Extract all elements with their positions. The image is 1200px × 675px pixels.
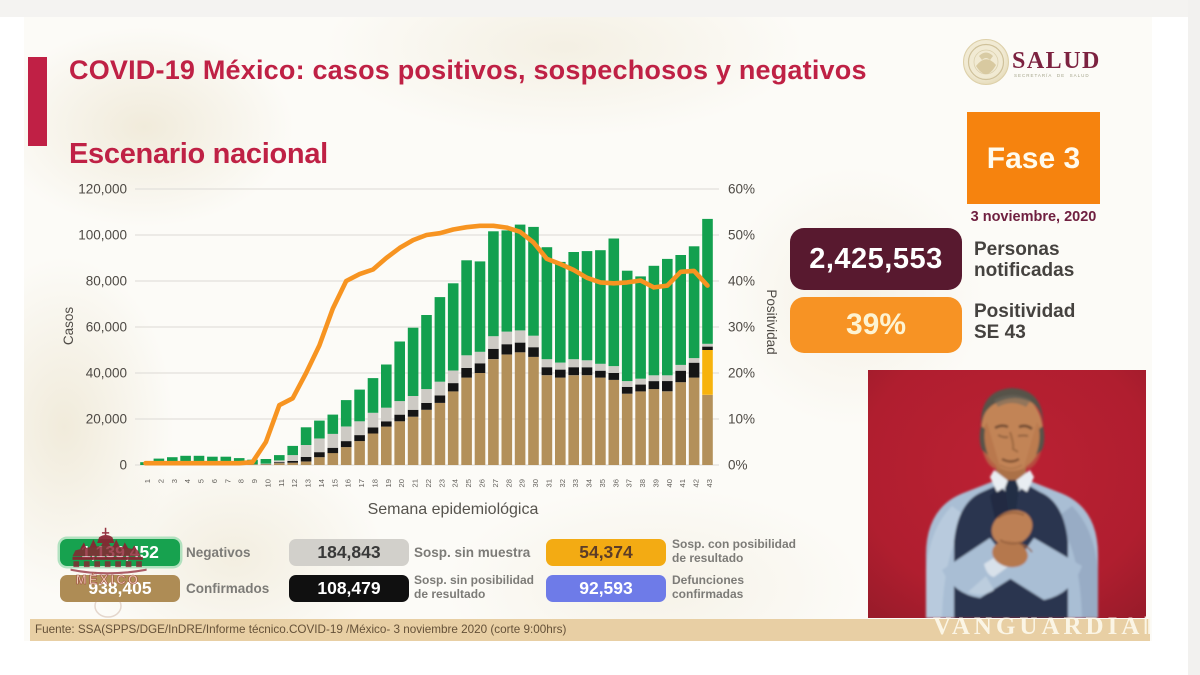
svg-text:21: 21 bbox=[411, 479, 420, 487]
svg-text:20: 20 bbox=[397, 479, 406, 487]
svg-text:18: 18 bbox=[371, 479, 380, 487]
svg-text:28: 28 bbox=[504, 479, 513, 487]
svg-text:34: 34 bbox=[585, 479, 594, 487]
svg-text:20,000: 20,000 bbox=[86, 412, 127, 427]
svg-text:38: 38 bbox=[638, 479, 647, 487]
svg-text:9: 9 bbox=[250, 479, 259, 483]
svg-text:8: 8 bbox=[237, 479, 246, 483]
svg-text:60%: 60% bbox=[728, 182, 755, 197]
svg-text:40: 40 bbox=[665, 479, 674, 487]
svg-text:20%: 20% bbox=[728, 366, 755, 381]
svg-text:33: 33 bbox=[571, 479, 580, 487]
svg-text:22: 22 bbox=[424, 479, 433, 487]
svg-text:5: 5 bbox=[197, 479, 206, 483]
svg-text:12: 12 bbox=[290, 479, 299, 487]
svg-text:11: 11 bbox=[277, 479, 286, 487]
svg-text:32: 32 bbox=[558, 479, 567, 487]
svg-text:27: 27 bbox=[491, 479, 500, 487]
svg-text:43: 43 bbox=[705, 479, 714, 487]
svg-text:0%: 0% bbox=[728, 458, 748, 473]
svg-text:42: 42 bbox=[692, 479, 701, 487]
svg-text:6: 6 bbox=[210, 479, 219, 483]
svg-text:100,000: 100,000 bbox=[78, 228, 127, 243]
svg-text:30%: 30% bbox=[728, 320, 755, 335]
svg-text:15: 15 bbox=[330, 479, 339, 487]
svg-text:Casos: Casos bbox=[61, 307, 76, 346]
svg-text:80,000: 80,000 bbox=[86, 274, 127, 289]
svg-text:26: 26 bbox=[478, 479, 487, 487]
svg-text:17: 17 bbox=[357, 479, 366, 487]
svg-text:10%: 10% bbox=[728, 412, 755, 427]
svg-text:14: 14 bbox=[317, 479, 326, 487]
svg-text:30: 30 bbox=[531, 479, 540, 487]
svg-text:0: 0 bbox=[119, 458, 127, 473]
svg-text:7: 7 bbox=[223, 479, 232, 483]
svg-text:10: 10 bbox=[263, 479, 272, 487]
svg-text:50%: 50% bbox=[728, 228, 755, 243]
svg-text:4: 4 bbox=[183, 479, 192, 483]
svg-text:2: 2 bbox=[156, 479, 165, 483]
svg-text:23: 23 bbox=[437, 479, 446, 487]
svg-text:36: 36 bbox=[611, 479, 620, 487]
svg-text:37: 37 bbox=[625, 479, 634, 487]
svg-text:120,000: 120,000 bbox=[78, 182, 127, 197]
svg-text:24: 24 bbox=[451, 479, 460, 487]
svg-text:Positividad: Positividad bbox=[764, 289, 779, 354]
svg-text:Semana epidemiológica: Semana epidemiológica bbox=[368, 501, 539, 518]
svg-text:3: 3 bbox=[170, 479, 179, 483]
svg-text:40%: 40% bbox=[728, 274, 755, 289]
svg-text:13: 13 bbox=[304, 479, 313, 487]
svg-text:25: 25 bbox=[464, 479, 473, 487]
svg-text:41: 41 bbox=[678, 479, 687, 487]
svg-text:29: 29 bbox=[518, 479, 527, 487]
svg-text:16: 16 bbox=[344, 479, 353, 487]
svg-text:19: 19 bbox=[384, 479, 393, 487]
svg-text:60,000: 60,000 bbox=[86, 320, 127, 335]
svg-text:1: 1 bbox=[143, 479, 152, 483]
svg-text:31: 31 bbox=[544, 479, 553, 487]
svg-text:39: 39 bbox=[651, 479, 660, 487]
svg-text:MÉXICO: MÉXICO bbox=[76, 572, 140, 587]
svg-text:40,000: 40,000 bbox=[86, 366, 127, 381]
svg-text:35: 35 bbox=[598, 479, 607, 487]
